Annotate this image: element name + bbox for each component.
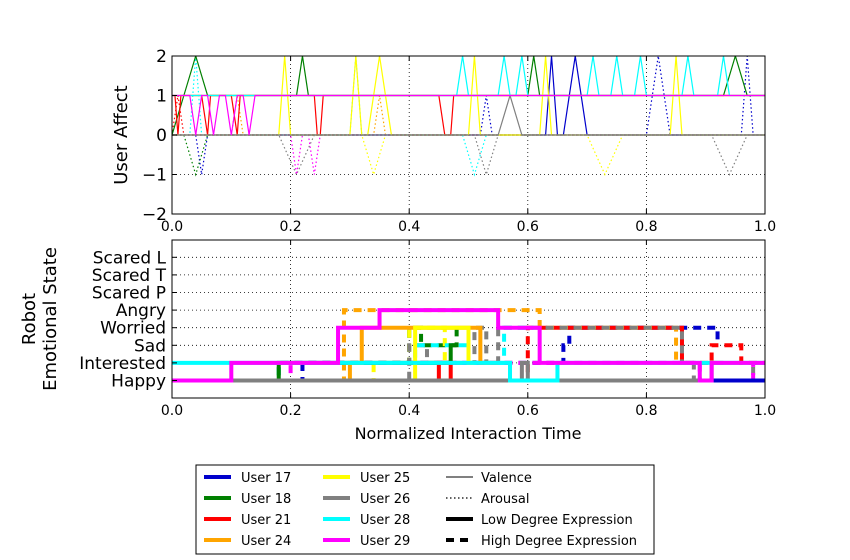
top-x-tick-label: 0.8 bbox=[635, 219, 657, 235]
bottom-x-tick-label: 0.4 bbox=[398, 403, 420, 419]
top-y-tick-label: −2 bbox=[142, 205, 167, 225]
legend-label-arousal: Arousal bbox=[481, 492, 530, 507]
bottom-y-tick-label: Happy bbox=[111, 372, 166, 392]
user-25-low-degree-line bbox=[172, 325, 475, 383]
legend-label-user-26: User 26 bbox=[360, 492, 410, 507]
top-x-tick-label: 0.4 bbox=[398, 219, 420, 235]
user-26-high-degree-line bbox=[172, 325, 756, 383]
legend-label-low-degree-expression: Low Degree Expression bbox=[481, 513, 633, 528]
user-21-high-degree-line bbox=[172, 325, 765, 383]
user-24-low-degree-line bbox=[172, 325, 499, 383]
bottom-x-tick-label: 0.8 bbox=[635, 403, 657, 419]
top-ticks: 0.0 0.2 0.4 0.6 0.8 1.0 2 1 0 −1 −2 bbox=[142, 47, 776, 235]
bottom-y-axis-label-line1: Robot bbox=[19, 293, 40, 345]
bottom-y-tick-label: Worried bbox=[100, 319, 166, 339]
legend-label-high-degree-expression: High Degree Expression bbox=[481, 534, 637, 549]
user-29-low-degree-line bbox=[172, 308, 765, 383]
legend-label-user-29: User 29 bbox=[360, 534, 410, 549]
top-y-axis-label: User Affect bbox=[111, 85, 132, 185]
legend-label-user-24: User 24 bbox=[241, 534, 291, 549]
bottom-y-tick-label: Interested bbox=[79, 354, 166, 374]
user-29-high-degree-line bbox=[172, 360, 756, 383]
top-x-tick-label: 0.0 bbox=[161, 219, 183, 235]
user-17-arousal-line bbox=[172, 56, 765, 175]
bottom-y-tick-label: Scared T bbox=[92, 266, 167, 286]
legend-label-user-17: User 17 bbox=[241, 471, 291, 486]
robot-emotion-panel: 0.0 0.2 0.4 0.6 0.8 1.0 HappyInterestedSadWorr… bbox=[19, 239, 776, 443]
top-x-tick-label: 0.2 bbox=[279, 219, 301, 235]
user-26-low-degree-line bbox=[172, 360, 724, 383]
legend-label-user-18: User 18 bbox=[241, 492, 291, 507]
bottom-ticks: 0.0 0.2 0.4 0.6 0.8 1.0 HappyInterestedSadWorr… bbox=[79, 240, 776, 419]
bottom-y-axis-label-line2: Emotional State bbox=[40, 247, 61, 391]
bottom-x-tick-label: 0.0 bbox=[161, 403, 183, 419]
user-21-low-degree-line bbox=[172, 360, 475, 383]
user-28-arousal-line bbox=[172, 56, 765, 177]
legend-label-user-21: User 21 bbox=[241, 513, 291, 528]
legend-label-user-28: User 28 bbox=[360, 513, 410, 528]
top-y-tick-label: −1 bbox=[142, 166, 167, 186]
bottom-lines bbox=[172, 308, 765, 383]
bottom-y-tick-label: Sad bbox=[134, 336, 166, 356]
legend: User 17 User 18 User 21 User 24 User 25 User … bbox=[195, 464, 655, 555]
legend-label-user-25: User 25 bbox=[360, 471, 410, 486]
bottom-y-tick-label: Scared L bbox=[93, 248, 167, 268]
bottom-x-tick-label: 0.6 bbox=[517, 403, 539, 419]
x-axis-label: Normalized Interaction Time bbox=[355, 424, 582, 443]
bottom-grid bbox=[171, 240, 766, 398]
bottom-y-tick-label: Scared P bbox=[92, 284, 166, 304]
legend-frame bbox=[195, 464, 655, 555]
bottom-y-tick-label: Angry bbox=[116, 301, 166, 321]
bottom-x-tick-label: 1.0 bbox=[754, 403, 776, 419]
top-y-tick-label: 2 bbox=[156, 47, 167, 67]
user-28-low-degree-line bbox=[172, 360, 765, 383]
top-y-tick-label: 1 bbox=[156, 87, 167, 107]
top-lines bbox=[172, 56, 765, 177]
top-y-tick-label: 0 bbox=[156, 126, 167, 146]
user-affect-panel: 0.0 0.2 0.4 0.6 0.8 1.0 2 1 0 −1 −2 User Affect bbox=[111, 47, 776, 235]
bottom-x-tick-label: 0.2 bbox=[279, 403, 301, 419]
top-x-tick-label: 0.6 bbox=[517, 219, 539, 235]
legend-label-valence: Valence bbox=[481, 471, 532, 486]
top-x-tick-label: 1.0 bbox=[754, 219, 776, 235]
bottom-axes-frame bbox=[171, 239, 766, 399]
user-29-valence-line bbox=[172, 94, 765, 136]
legend-items: User 17 User 18 User 21 User 24 User 25 User … bbox=[204, 471, 637, 549]
